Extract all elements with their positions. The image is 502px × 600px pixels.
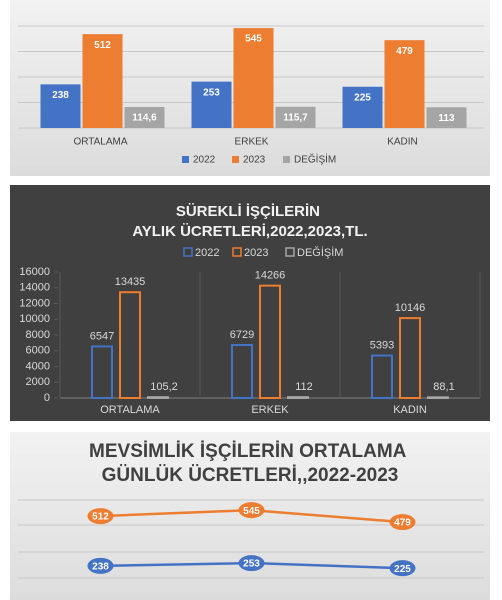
point (87, 557, 114, 574)
data-label: 545 (245, 34, 262, 45)
bar (147, 396, 169, 399)
data-label: 5393 (370, 339, 394, 351)
data-label: 6547 (90, 330, 114, 342)
data-label: 113 (438, 113, 455, 124)
legend-label: 2022 (195, 247, 219, 259)
bar (40, 84, 81, 128)
data-label: 114,6 (132, 113, 157, 124)
y-tick-label: 8000 (26, 329, 50, 341)
y-tick-label: 0 (44, 392, 50, 404)
bar (91, 345, 113, 400)
point (238, 502, 265, 519)
bar (426, 107, 467, 128)
y-tick-label: 4000 (26, 360, 50, 372)
data-label: 512 (92, 512, 109, 523)
data-label: 88,1 (433, 381, 454, 393)
x-tick-label: KADIN (387, 137, 418, 148)
legend-label: 2023 (244, 247, 268, 259)
data-label: 13435 (115, 276, 146, 288)
legend-swatch (232, 247, 242, 257)
x-tick-label: ERKEK (235, 137, 269, 148)
chart-3-title: MEVSİMLİK İŞÇİLERİN ORTALAMA GÜNLÜK ÜCRE… (89, 441, 411, 486)
data-label: 115,7 (283, 112, 308, 123)
point (389, 560, 416, 577)
legend-label: DEĞİŞİM (294, 153, 336, 166)
bar (82, 34, 123, 129)
bar (399, 317, 421, 399)
legend-label: 2022 (193, 155, 216, 166)
data-label: 512 (94, 40, 111, 51)
bar (342, 86, 383, 128)
data-label: 112 (295, 381, 313, 393)
data-label: 225 (354, 92, 371, 103)
data-label: 238 (92, 561, 109, 572)
bar (119, 291, 141, 399)
bar (259, 284, 281, 399)
chart-2-background (10, 185, 490, 421)
legend-swatch (183, 247, 193, 257)
y-tick-label: 12000 (19, 297, 50, 309)
point (389, 514, 416, 531)
data-label: 6729 (230, 329, 254, 341)
x-tick-label: ORTALAMA (100, 404, 160, 416)
legend-label: DEĞİŞİM (297, 246, 343, 259)
data-label: 253 (243, 559, 260, 570)
bar (427, 396, 449, 400)
data-label: 479 (394, 518, 411, 529)
bar (384, 40, 425, 128)
bar (191, 81, 232, 128)
bar (371, 354, 393, 399)
bar (275, 106, 316, 128)
legend-swatch (182, 156, 189, 163)
y-tick-label: 6000 (26, 345, 50, 357)
point (87, 508, 114, 525)
legend-swatch (283, 156, 290, 163)
bar (231, 344, 253, 399)
bar (233, 28, 274, 128)
data-label: 545 (243, 506, 260, 517)
legend-swatch (232, 156, 239, 163)
legend-swatch (285, 247, 295, 257)
legend-label: 2023 (243, 155, 266, 166)
data-label: 10146 (395, 302, 426, 314)
bar (287, 396, 309, 400)
chart-2-title: SÜREKLİ İŞÇİLERİN AYLIK ÜCRETLERİ,2022,2… (132, 203, 367, 240)
x-tick-label: ERKEK (251, 404, 289, 416)
data-label: 238 (52, 90, 69, 101)
y-tick-label: 16000 (19, 266, 50, 278)
y-tick-label: 14000 (19, 282, 50, 294)
data-label: 225 (394, 564, 411, 575)
data-label: 253 (203, 87, 220, 98)
data-label: 105,2 (150, 381, 178, 393)
data-label: 479 (396, 46, 413, 57)
bar (124, 106, 165, 128)
y-tick-label: 2000 (26, 376, 50, 388)
data-label: 14266 (255, 270, 286, 282)
x-tick-label: KADIN (393, 404, 427, 416)
y-tick-label: 10000 (19, 313, 50, 325)
x-tick-label: ORTALAMA (73, 137, 127, 148)
point (238, 555, 265, 572)
